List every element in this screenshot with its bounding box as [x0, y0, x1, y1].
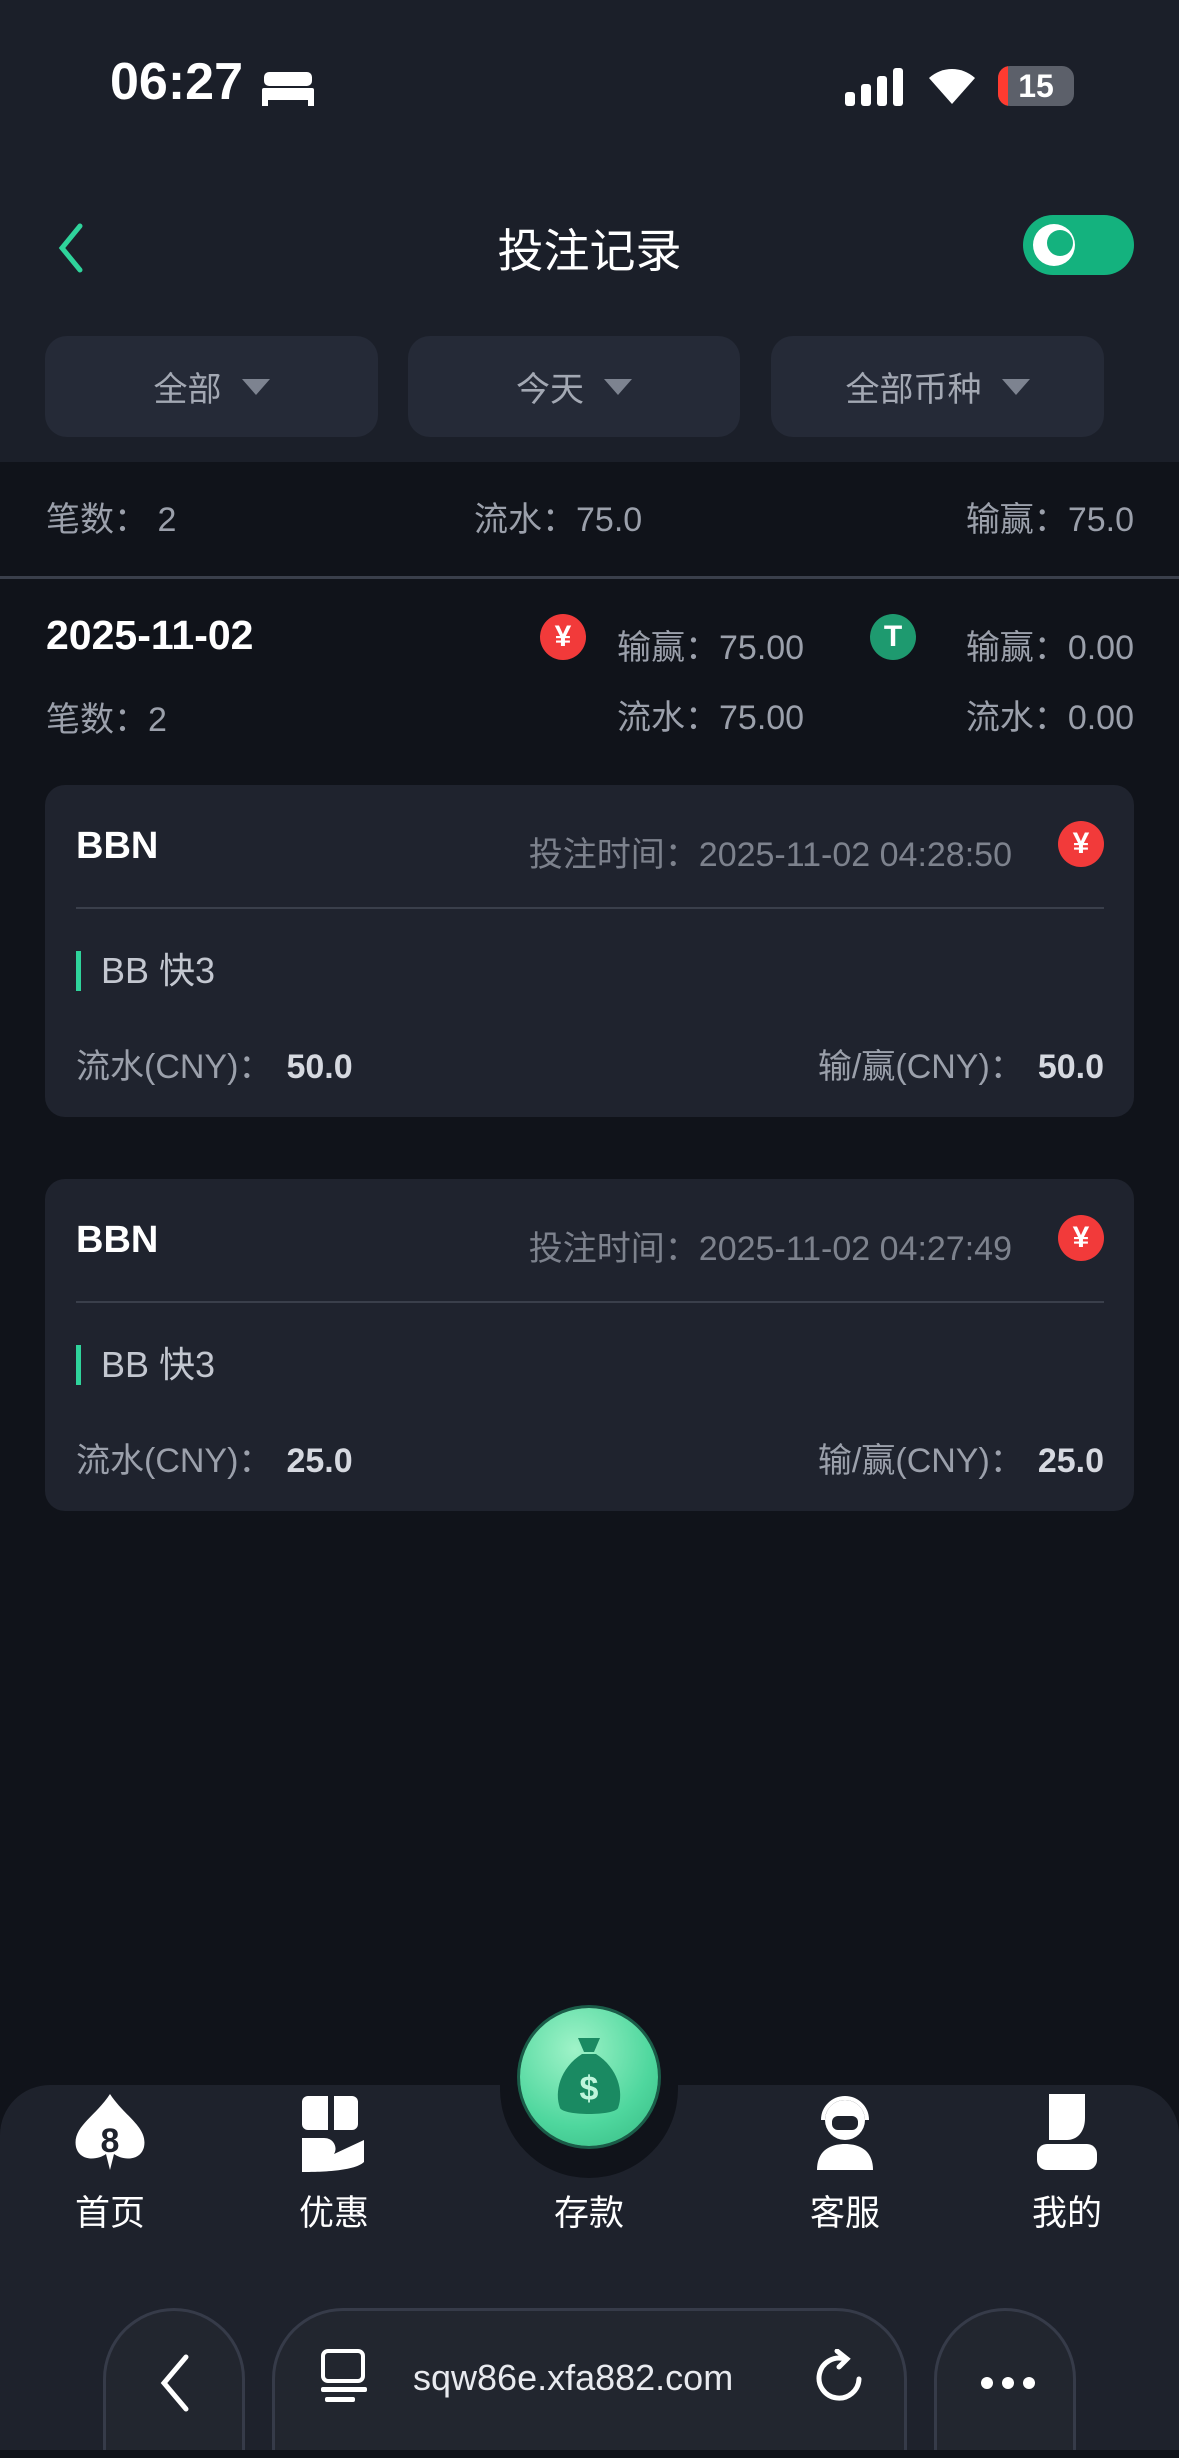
back-chevron-icon[interactable] [52, 218, 92, 278]
reload-icon[interactable] [815, 2349, 865, 2405]
summary-flow: 流水：75.0 [474, 501, 643, 539]
theme-toggle[interactable] [1023, 215, 1134, 275]
day-cny-win: 输赢：75.00 [617, 629, 805, 667]
game-name: BB 快3 [76, 951, 215, 991]
moon-icon [1033, 224, 1075, 266]
day-date: 2025-11-02 [46, 612, 254, 658]
filter-date[interactable]: 今天 [408, 336, 740, 437]
bet-win: 输/赢(CNY)： 50.0 [817, 1048, 1104, 1086]
browser-back-button[interactable] [103, 2308, 245, 2450]
caret-down-icon [604, 378, 632, 395]
wifi-icon [929, 69, 975, 104]
page-title: 投注记录 [497, 225, 682, 277]
bet-flow: 流水(CNY)： 50.0 [76, 1048, 353, 1086]
platform-name: BBN [76, 1219, 159, 1261]
bet-time: 投注时间：2025-11-02 04:28:50 [528, 836, 1012, 874]
bet-time: 投注时间：2025-11-02 04:27:49 [528, 1230, 1012, 1268]
filter-label: 今天 [516, 371, 584, 409]
divider [76, 1301, 1104, 1303]
nav-deposit[interactable]: 存款 [553, 2194, 624, 2233]
bet-record-card[interactable]: BBN 投注时间：2025-11-02 04:28:50 ¥ BB 快3 流水(… [45, 785, 1134, 1117]
filter-label: 全部币种 [845, 371, 982, 409]
platform-name: BBN [76, 825, 159, 867]
sleep-bed-icon [262, 72, 314, 106]
battery-indicator: 15 [998, 66, 1074, 106]
status-time: 06:27 [110, 53, 243, 111]
filter-type[interactable]: 全部 [45, 336, 378, 437]
more-dots-icon [981, 2377, 1035, 2389]
page-tabs-icon [321, 2349, 367, 2402]
bet-record-card[interactable]: BBN 投注时间：2025-11-02 04:27:49 ¥ BB 快3 流水(… [45, 1179, 1134, 1511]
spade-8-icon: 8 [75, 2094, 145, 2170]
divider [76, 907, 1104, 909]
cny-coin-icon: ¥ [540, 614, 586, 660]
summary-count: 笔数： 2 [46, 501, 177, 539]
deposit-button[interactable]: $ [520, 2008, 658, 2146]
game-name: BB 快3 [76, 1345, 215, 1385]
gift-hand-icon [302, 2096, 364, 2172]
summary-win: 输赢：75.0 [965, 501, 1134, 539]
bet-flow: 流水(CNY)： 25.0 [76, 1442, 353, 1480]
day-cny-flow: 流水：75.00 [617, 699, 805, 737]
caret-down-icon [1001, 378, 1030, 395]
caret-down-icon [241, 378, 270, 395]
cny-coin-icon: ¥ [1058, 1215, 1104, 1261]
browser-url-bar[interactable]: sqw86e.xfa882.com [272, 2308, 907, 2450]
bet-win: 输/赢(CNY)： 25.0 [817, 1442, 1104, 1480]
chevron-left-icon [160, 2354, 189, 2412]
filter-currency[interactable]: 全部币种 [771, 336, 1104, 437]
divider [0, 576, 1179, 579]
nav-promotions[interactable]: 优惠 [298, 2194, 369, 2233]
usdt-coin-icon: T [870, 614, 916, 660]
nav-support[interactable]: 客服 [809, 2194, 880, 2233]
browser-more-button[interactable] [934, 2308, 1076, 2450]
svg-text:$: $ [580, 2070, 599, 2108]
nav-home[interactable]: 首页 [74, 2194, 145, 2233]
nav-profile[interactable]: 我的 [1031, 2194, 1102, 2233]
headset-agent-icon [817, 2096, 873, 2170]
user-icon [1037, 2094, 1097, 2170]
day-usdt-flow: 流水：0.00 [965, 699, 1134, 737]
cellular-signal-icon [845, 66, 905, 106]
money-bag-icon: $ [557, 2038, 621, 2114]
day-count: 笔数：2 [46, 701, 167, 739]
url-text: sqw86e.xfa882.com [413, 2357, 734, 2398]
day-usdt-win: 输赢：0.00 [965, 629, 1134, 667]
filter-label: 全部 [153, 371, 222, 409]
svg-text:8: 8 [101, 2122, 120, 2160]
cny-coin-icon: ¥ [1058, 821, 1104, 867]
